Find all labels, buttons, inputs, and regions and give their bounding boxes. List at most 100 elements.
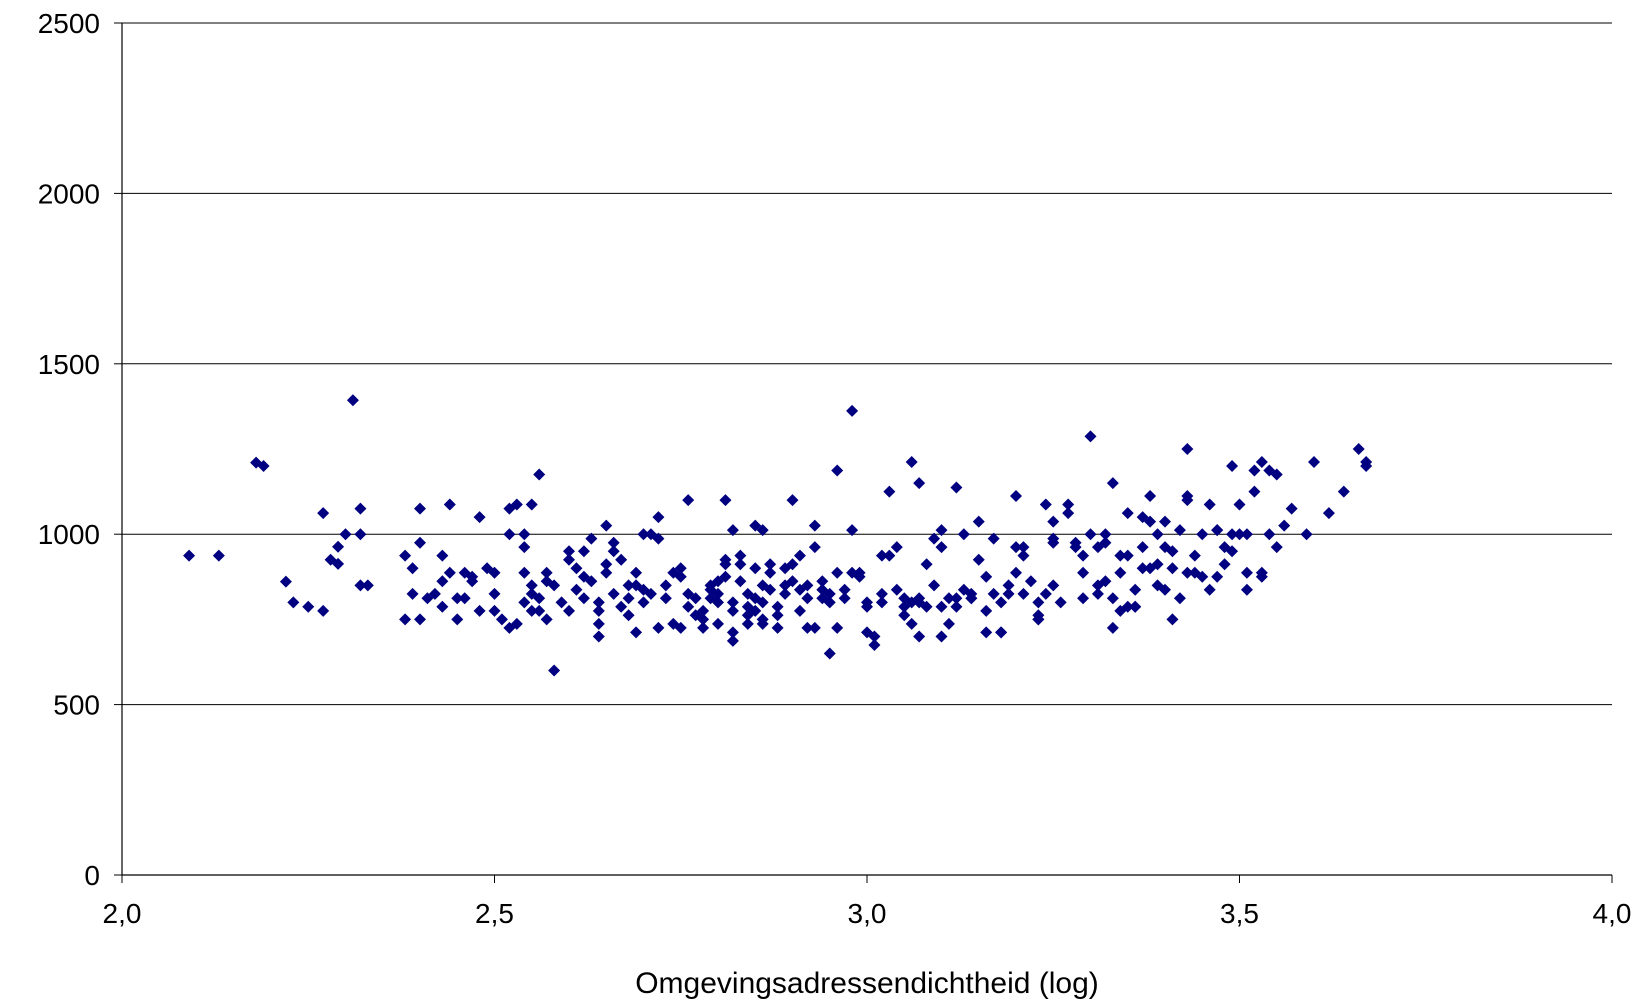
data-point [831, 464, 844, 477]
data-point [980, 626, 993, 639]
data-point [712, 596, 724, 609]
data-point [920, 558, 933, 571]
data-point [741, 617, 754, 630]
data-point [585, 575, 598, 588]
data-point [607, 536, 620, 549]
data-point [1322, 507, 1335, 520]
data-point [1144, 490, 1157, 503]
data-point [1151, 558, 1164, 571]
data-point [756, 596, 769, 609]
data-point [942, 617, 955, 630]
data-point [1255, 570, 1268, 583]
data-point [361, 579, 374, 592]
data-point [1017, 541, 1030, 554]
data-point [1352, 443, 1365, 455]
data-point [712, 587, 724, 600]
data-point [443, 498, 456, 511]
data-point [339, 528, 352, 541]
data-point [332, 557, 345, 570]
y-tick-label: 2500 [38, 8, 100, 39]
data-point [1240, 583, 1253, 596]
data-point [726, 524, 739, 537]
data-point [1010, 490, 1022, 503]
data-point [592, 604, 605, 617]
data-point [317, 604, 330, 617]
data-point [1270, 468, 1283, 481]
data-point [1181, 490, 1194, 503]
data-point [861, 600, 873, 613]
y-tick-label: 1500 [38, 349, 100, 380]
data-point [1196, 528, 1209, 541]
data-point [808, 621, 821, 634]
data-point [630, 566, 643, 579]
data-point [406, 562, 419, 575]
data-point [1084, 430, 1097, 443]
data-point [1233, 528, 1246, 541]
data-point [1240, 528, 1253, 541]
data-point [1106, 592, 1119, 605]
data-point [1136, 541, 1149, 554]
data-point [1159, 583, 1171, 596]
data-point [1203, 498, 1216, 511]
data-point [1285, 502, 1298, 515]
data-point [510, 498, 523, 511]
data-point [786, 575, 799, 588]
data-point [458, 592, 471, 605]
data-point [488, 587, 501, 600]
data-point [801, 579, 814, 592]
data-point [600, 566, 613, 579]
data-point [518, 566, 531, 579]
data-point [652, 621, 665, 634]
data-point [622, 592, 635, 605]
data-point [1218, 558, 1231, 571]
x-tick-label: 2,0 [103, 898, 142, 929]
data-point [697, 613, 710, 626]
data-point [488, 604, 501, 617]
data-point [838, 592, 851, 605]
data-point [518, 541, 531, 554]
data-point [928, 579, 941, 592]
data-point [1173, 592, 1186, 605]
data-point [935, 600, 948, 613]
data-point [816, 575, 829, 588]
data-point [756, 617, 769, 630]
data-point [674, 621, 687, 634]
data-point [1114, 566, 1127, 579]
data-point [548, 579, 561, 592]
data-point [808, 519, 821, 532]
data-point [719, 558, 732, 571]
data-point [436, 549, 449, 562]
data-point [473, 511, 486, 524]
data-point [682, 494, 695, 507]
data-point [689, 592, 702, 605]
data-point [771, 621, 784, 634]
data-point [950, 600, 963, 613]
data-point [890, 583, 903, 596]
data-point [808, 541, 821, 554]
data-point [1032, 613, 1045, 626]
data-point [995, 626, 1008, 639]
data-point [1166, 613, 1179, 626]
data-point [726, 626, 739, 639]
data-point [1233, 498, 1246, 511]
data-point [1166, 562, 1179, 575]
data-point [957, 528, 970, 541]
data-point [436, 575, 449, 588]
data-point [1144, 515, 1157, 528]
data-point [712, 617, 724, 630]
data-point [1121, 600, 1134, 613]
data-point [652, 511, 665, 524]
data-point [1203, 583, 1216, 596]
data-point [1263, 528, 1276, 541]
data-point [950, 481, 963, 494]
data-point [1181, 443, 1194, 455]
data-point [585, 532, 598, 545]
data-point [793, 549, 806, 562]
data-point [1084, 528, 1097, 541]
data-point [801, 621, 814, 634]
data-point [965, 592, 978, 605]
data-point [428, 587, 441, 600]
data-point [1099, 528, 1112, 541]
data-point [473, 604, 486, 617]
